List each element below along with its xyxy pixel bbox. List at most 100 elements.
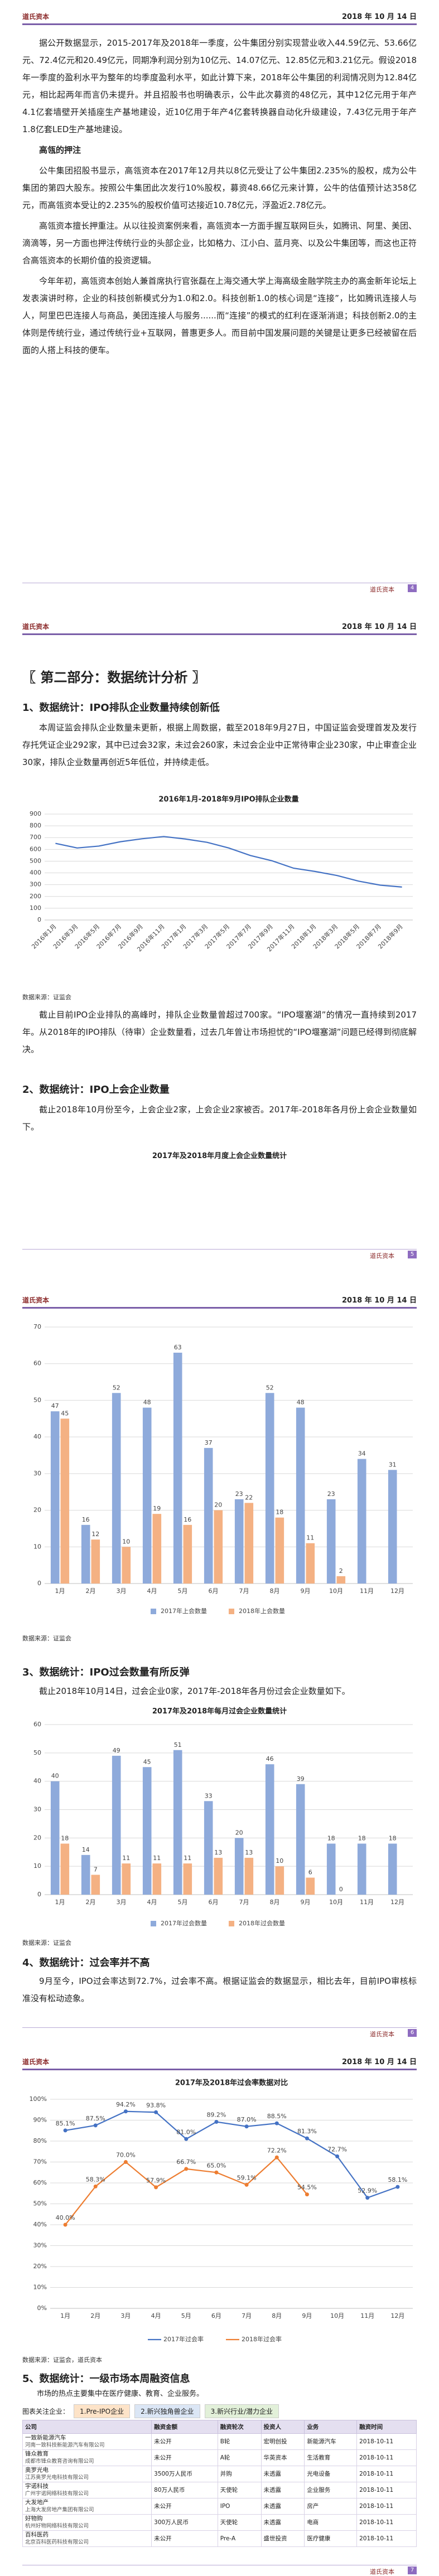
point — [184, 2167, 189, 2171]
company-full-name: 广州宇诺网络科技有限公司 — [25, 2491, 89, 2497]
table-cell: 光电设备 — [304, 2466, 358, 2482]
y-tick-label: 0 — [37, 1891, 41, 1898]
bar — [214, 1510, 223, 1584]
body-text: 截止2018年10月份至今，上会企业2家，上会企业2家被否。2017年-2018… — [22, 1101, 417, 1139]
legend-label: 2018年过会率 — [242, 2335, 282, 2343]
data-label: 52.9% — [358, 2187, 377, 2195]
point — [305, 2192, 309, 2197]
y-tick-label: 30 — [33, 1470, 41, 1477]
x-tick-label: 11月 — [360, 1587, 374, 1595]
source: 数据来源：证监会 — [22, 1635, 71, 1642]
y-tick-label: 300 — [30, 881, 41, 888]
tags-label: 图表关注企业： — [22, 2408, 70, 2415]
point — [123, 2160, 128, 2164]
data-label: 48 — [297, 1399, 305, 1406]
company-cell: 百科医药 北京百科医药科技有限公司 — [22, 2530, 152, 2547]
data-label: 23 — [235, 1490, 243, 1498]
x-tick-label: 8月 — [270, 1899, 280, 1906]
paragraph: 截止2018年10月份至今，上会企业2家，上会企业2家被否。2017年-2018… — [22, 1105, 417, 1132]
table-cell: 2018-10-11 — [356, 2449, 417, 2466]
x-tick-label: 5月 — [178, 1587, 188, 1595]
company-short-name: 锋众教育 — [25, 2451, 49, 2457]
bar — [244, 1857, 254, 1895]
y-tick-label: 600 — [30, 845, 41, 853]
bar — [173, 1353, 182, 1584]
body-text: 截止2018年10月14日，过会企业0家，2017年-2018年各月份过会企业数… — [22, 1683, 417, 1703]
data-label: 16 — [82, 1516, 90, 1523]
data-label: 46 — [266, 1755, 274, 1762]
data-label: 37 — [205, 1439, 213, 1446]
y-tick-label: 100 — [30, 904, 41, 912]
body-text: 本周证监会排队企业数量未更新，根据上周数据，截至2018年9月27日，中国证监会… — [22, 719, 417, 774]
section-heading: 4、数据统计：过会率并不高 — [22, 1957, 150, 1969]
table-cell: 未公开 — [151, 2433, 218, 2450]
bar — [357, 1459, 366, 1584]
funding-table: 公司 融资金额 融资轮次 投资人 业务 融资时间 一致新能源汽车 河南一致科技新能源汽车有限公… — [22, 2420, 417, 2547]
company-cell: 锋众教育 成都市锋众教育咨询有限公司 — [22, 2449, 152, 2466]
bar — [112, 1393, 121, 1584]
x-tick-label: 2月 — [86, 1587, 96, 1595]
table-cell: 企业服务 — [304, 2482, 358, 2498]
table-cell: 未透露 — [260, 2482, 305, 2498]
point — [244, 2124, 249, 2129]
bar — [60, 1843, 70, 1895]
x-tick-label: 6月 — [209, 1587, 219, 1595]
bar — [357, 1843, 366, 1895]
x-tick-label: 7月 — [239, 1587, 249, 1595]
table-row: 奥罗光电 江苏奥罗光电科技有限公司 3500万人民币 并购 未透露 光电设备 2018-10… — [22, 2466, 417, 2482]
data-label: 94.2% — [116, 2101, 136, 2108]
point — [154, 2110, 158, 2114]
x-tick-label: 2月 — [90, 2312, 100, 2320]
body-text: 市场的热点主要集中在医疗健康、教育、企业服务。 — [22, 2388, 417, 2404]
y-tick-label: 700 — [30, 834, 41, 841]
legend-swatch — [151, 1921, 156, 1926]
data-label: 65.0% — [206, 2162, 226, 2169]
data-label: 18 — [389, 1835, 397, 1842]
page-number: 7 — [408, 2567, 417, 2574]
chart: 2016年1月-2018年9月IPO排队企业数量 0 100 200 300 400 500… — [30, 795, 413, 953]
x-tick-label: 2月 — [86, 1899, 96, 1906]
table-row: 一致新能源汽车 河南一致科技新能源汽车有限公司 未公开 B轮 宏明创投 新能源汽车 2018… — [22, 2433, 417, 2450]
legend-swatch — [151, 1609, 156, 1614]
body-text: 截止目前IPO企业排队的高峰时，排队企业数量曾超过700家。“IPO堰塞湖”的情… — [22, 1006, 417, 1062]
page-number: 4 — [408, 584, 417, 592]
bar — [122, 1863, 131, 1895]
x-tick-label: 12月 — [390, 1587, 404, 1595]
brand: 道氏资本 — [22, 1296, 50, 1304]
subheading: 高瓴的押注 — [39, 145, 81, 155]
bar — [81, 1854, 90, 1895]
page-number: 5 — [408, 1251, 417, 1258]
y-tick-label: 20 — [33, 1507, 41, 1514]
data-label: 31 — [389, 1461, 397, 1468]
company-full-name: 江苏奥罗光电科技有限公司 — [25, 2475, 89, 2481]
paragraph: 本周证监会排队企业数量未更新，根据上周数据，截至2018年9月27日，中国证监会… — [22, 723, 417, 767]
table-row: 锋众教育 成都市锋众教育咨询有限公司 未公开 A轮 华英资本 生活教育 2018-10-11 — [22, 2449, 417, 2466]
section-heading: 2、数据统计：IPO上会企业数量 — [22, 1084, 170, 1096]
bar — [50, 1411, 60, 1584]
table-cell: 房产 — [304, 2498, 358, 2515]
bar — [275, 1517, 284, 1584]
data-label: 39 — [297, 1775, 305, 1783]
data-label: 59.1% — [237, 2174, 257, 2181]
y-tick-label: 20% — [33, 2263, 47, 2270]
y-tick-label: 50% — [33, 2200, 47, 2207]
point — [305, 2136, 309, 2141]
table-cell: 未公开 — [151, 2498, 218, 2515]
data-label: 7 — [94, 1866, 98, 1873]
data-label: 45 — [61, 1410, 69, 1417]
data-label: 70.0% — [116, 2152, 136, 2159]
line — [65, 2110, 398, 2199]
y-tick-label: 10 — [33, 1862, 41, 1870]
table-cell: 3500万人民币 — [151, 2466, 218, 2482]
data-label: 13 — [214, 1849, 222, 1856]
data-label: 89.2% — [206, 2112, 226, 2119]
data-label: 40.0% — [56, 2214, 75, 2221]
data-label: 18 — [61, 1835, 69, 1842]
page-header: 道氏资本 2018 年 10 月 14 日 — [22, 9, 417, 25]
bar — [173, 1750, 182, 1895]
table-row: 百科医药 北京百科医药科技有限公司 未公开 Pre-A 盛世投资 医疗健康 2018-10-… — [22, 2530, 417, 2547]
page-header: 道氏资本 2018 年 10 月 14 日 — [22, 619, 417, 635]
table-cell: 未透露 — [260, 2466, 305, 2482]
data-label: 57.9% — [146, 2177, 166, 2184]
